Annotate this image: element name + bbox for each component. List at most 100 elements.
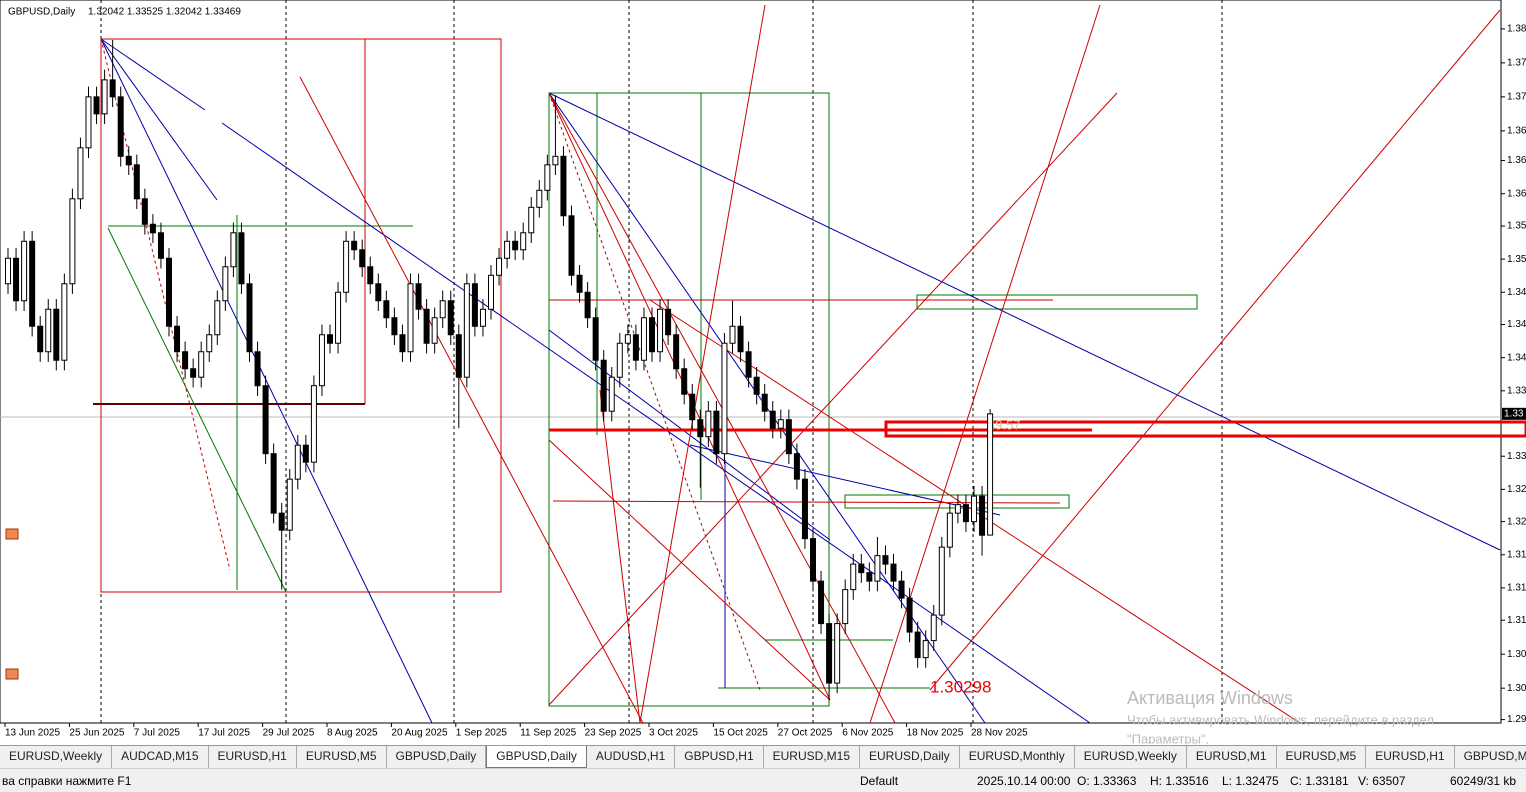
candle-body: [753, 376, 760, 395]
chart-tab[interactable]: AUDCAD,M15: [112, 746, 209, 768]
chart-tabs: EURUSD,Weekly AUDCAD,M15 EURUSD,H1 EURUSD,M…: [0, 745, 1526, 768]
candle-body: [504, 240, 511, 259]
chart-tab[interactable]: AUDUSD,H1: [587, 746, 676, 768]
x-tick-label: 8 Aug 2025: [327, 728, 378, 739]
y-tick-label: 1.380: [1507, 24, 1526, 35]
candle-body: [101, 79, 108, 115]
x-tick-label: 17 Jul 2025: [198, 728, 250, 739]
chart-tab[interactable]: EURUSD,Monthly: [960, 746, 1075, 768]
y-tick-label: 1.330: [1507, 451, 1526, 462]
candle-body: [721, 342, 728, 455]
candle-body: [463, 283, 470, 378]
candle-body: [359, 249, 366, 268]
candle-body: [133, 164, 140, 200]
candle-body: [890, 563, 897, 582]
drawing-object: [548, 92, 830, 707]
candle-body: [5, 257, 11, 285]
chart-tab[interactable]: EURUSD,H1: [209, 746, 297, 768]
y-tick-label: 1.357: [1507, 221, 1526, 232]
candle-body: [954, 504, 961, 514]
bar-close: C: 1.33181: [1290, 774, 1349, 788]
candle-body: [141, 198, 148, 225]
candle-body: [109, 79, 116, 98]
profile: Default: [860, 774, 899, 788]
drawing-object: [5, 528, 19, 540]
chart-tab[interactable]: GBPUSD,Daily: [387, 746, 487, 768]
price-marker-label: 1.33: [1504, 408, 1524, 419]
candle-body: [850, 563, 857, 591]
candle-body: [383, 300, 390, 319]
candle-body: [552, 155, 559, 166]
x-tick-label: 18 Nov 2025: [907, 728, 964, 739]
x-tick-label: 27 Oct 2025: [778, 728, 833, 739]
candle-body: [415, 283, 422, 310]
chart-tab[interactable]: GBPUSD,Daily: [486, 746, 587, 768]
y-tick-label: 1.326: [1507, 484, 1526, 495]
chart-tab[interactable]: EURUSD,M15: [764, 746, 860, 768]
candle-body: [246, 283, 253, 353]
candle-body: [632, 334, 639, 361]
candle-body: [479, 308, 486, 327]
candle-body: [962, 504, 969, 523]
candle-body: [278, 512, 285, 531]
candle-body: [826, 623, 833, 684]
chart-tab[interactable]: EURUSD,Weekly: [0, 746, 113, 768]
candle-body: [166, 257, 172, 327]
candle-body: [608, 376, 615, 412]
traffic: 60249/31 kb: [1450, 774, 1517, 788]
chart-tab[interactable]: EURUSD,Daily: [860, 746, 960, 768]
candle-body: [536, 189, 543, 208]
drawing-object: [548, 92, 1118, 706]
candle-body: [488, 274, 494, 310]
y-tick-label: 1.341: [1507, 352, 1526, 363]
candle-body: [729, 325, 736, 344]
candle-body: [29, 240, 36, 327]
y-tick-label: 1.302: [1507, 683, 1526, 694]
candle-body: [616, 342, 623, 378]
candle-body: [592, 317, 599, 361]
chart-tab[interactable]: EURUSD,M5: [1277, 746, 1367, 768]
candle-body: [866, 572, 873, 582]
x-tick-label: 15 Oct 2025: [713, 728, 768, 739]
x-tick-label: 20 Aug 2025: [391, 728, 448, 739]
candle-body: [818, 580, 825, 625]
candle-body: [898, 580, 905, 599]
chart-tab[interactable]: EURUSD,M5: [297, 746, 387, 768]
candle-body: [149, 223, 156, 234]
candle-body: [174, 325, 181, 353]
drawing-object: [639, 4, 766, 724]
drawing-object: [100, 38, 433, 724]
chart-tab[interactable]: EURUSD,H1: [1366, 746, 1455, 768]
y-tick-label: 1.310: [1507, 615, 1526, 626]
chart-tab[interactable]: EURUSD,Weekly: [1075, 746, 1187, 768]
candle-body: [399, 334, 406, 353]
candle-body: [777, 419, 784, 429]
candle-body: [367, 266, 374, 285]
candle-body: [689, 393, 696, 421]
y-tick-label: 1.353: [1507, 254, 1526, 265]
candle-body: [335, 291, 342, 344]
chart-tab[interactable]: GBPUSD,H1: [675, 746, 764, 768]
candle-body: [53, 308, 60, 361]
x-tick-label: 23 Sep 2025: [585, 728, 642, 739]
bar-time: 2025.10.14 00:00: [977, 774, 1071, 788]
candle-body: [238, 232, 245, 285]
chart-tab[interactable]: EURUSD,M1: [1187, 746, 1277, 768]
candle-body: [496, 257, 503, 276]
candle-body: [520, 232, 527, 251]
drawing-object: [689, 444, 1001, 516]
candle-body: [471, 283, 478, 327]
candle-body: [745, 351, 752, 378]
drawing-object: [107, 227, 287, 593]
candle-body: [302, 444, 309, 463]
candle-body: [938, 546, 945, 616]
y-tick-label: 1.314: [1507, 583, 1526, 594]
chart-tab[interactable]: GBPUSD,M5: [1455, 746, 1526, 768]
drawing-object: [299, 76, 644, 724]
candle-body: [584, 291, 591, 319]
candle-body: [190, 368, 197, 378]
candle-body: [117, 96, 124, 157]
y-tick-label: 1.349: [1507, 287, 1526, 298]
drawing-object: [100, 38, 218, 201]
